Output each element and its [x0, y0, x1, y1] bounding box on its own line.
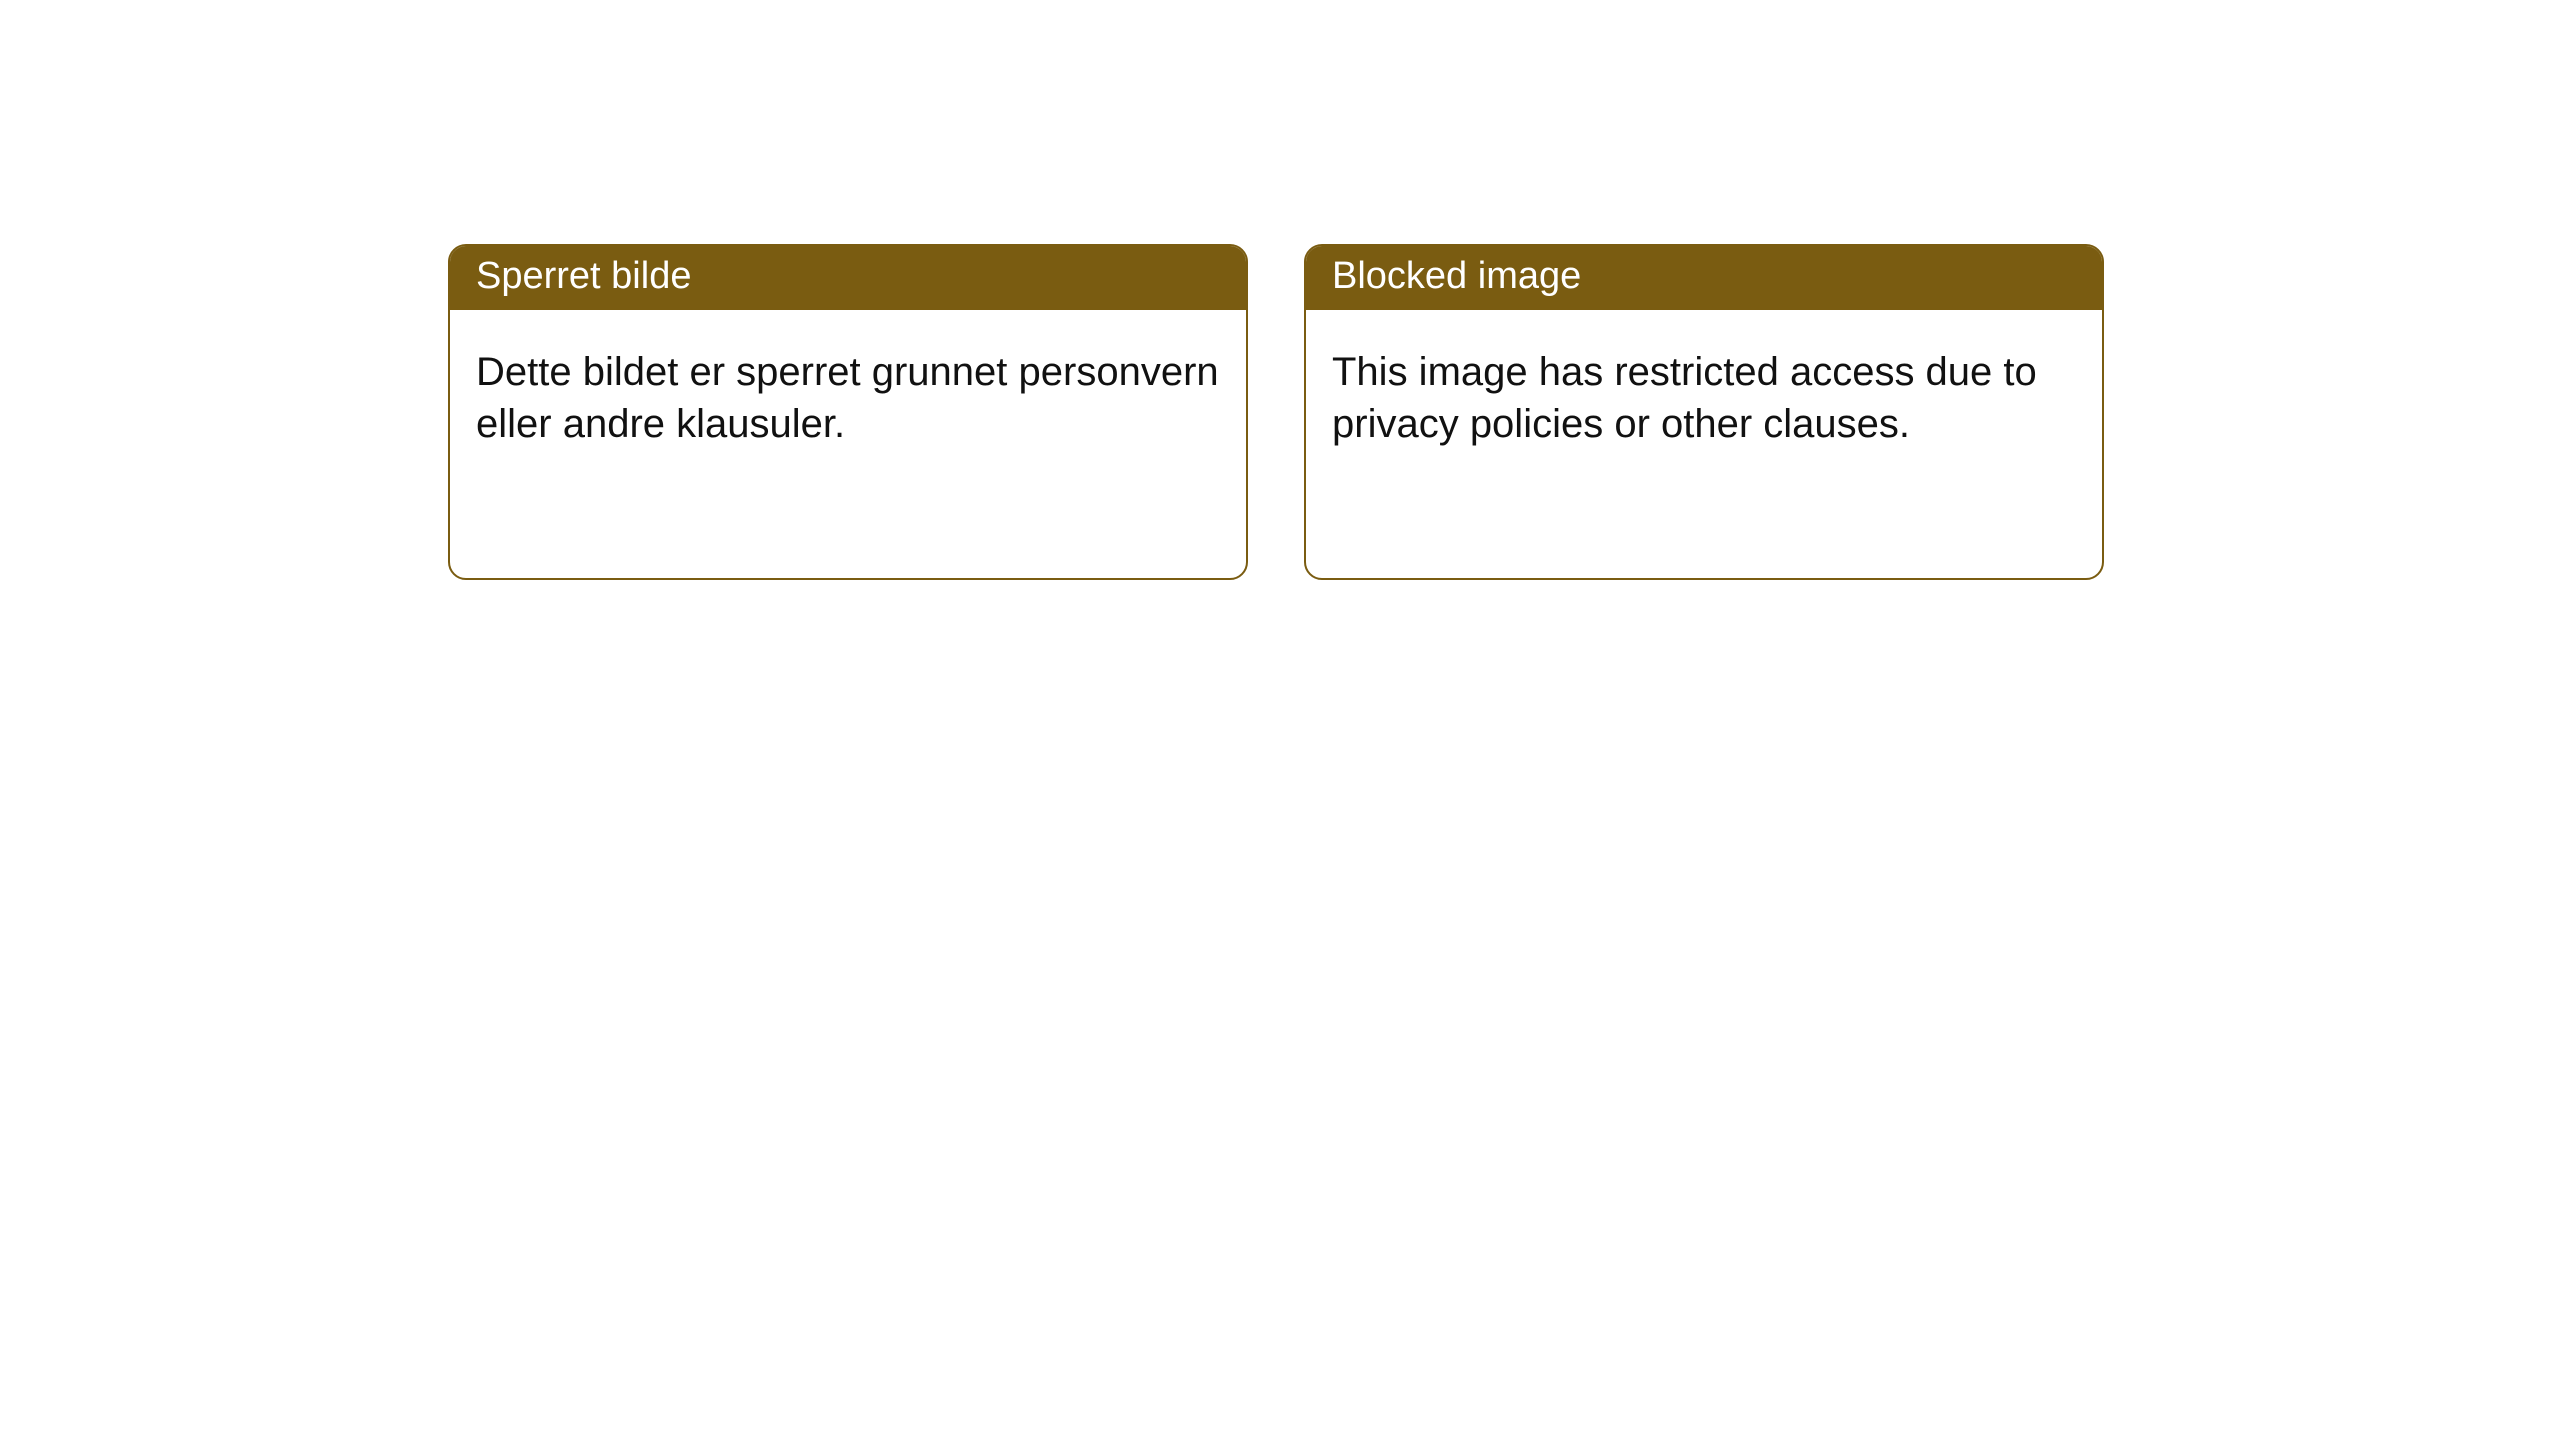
notice-cards-container: Sperret bilde Dette bildet er sperret gr…	[0, 0, 2560, 580]
notice-card-body: Dette bildet er sperret grunnet personve…	[450, 310, 1246, 486]
notice-card-title: Blocked image	[1306, 246, 2102, 310]
notice-card-title: Sperret bilde	[450, 246, 1246, 310]
notice-card-body: This image has restricted access due to …	[1306, 310, 2102, 486]
notice-card-english: Blocked image This image has restricted …	[1304, 244, 2104, 580]
notice-card-norwegian: Sperret bilde Dette bildet er sperret gr…	[448, 244, 1248, 580]
